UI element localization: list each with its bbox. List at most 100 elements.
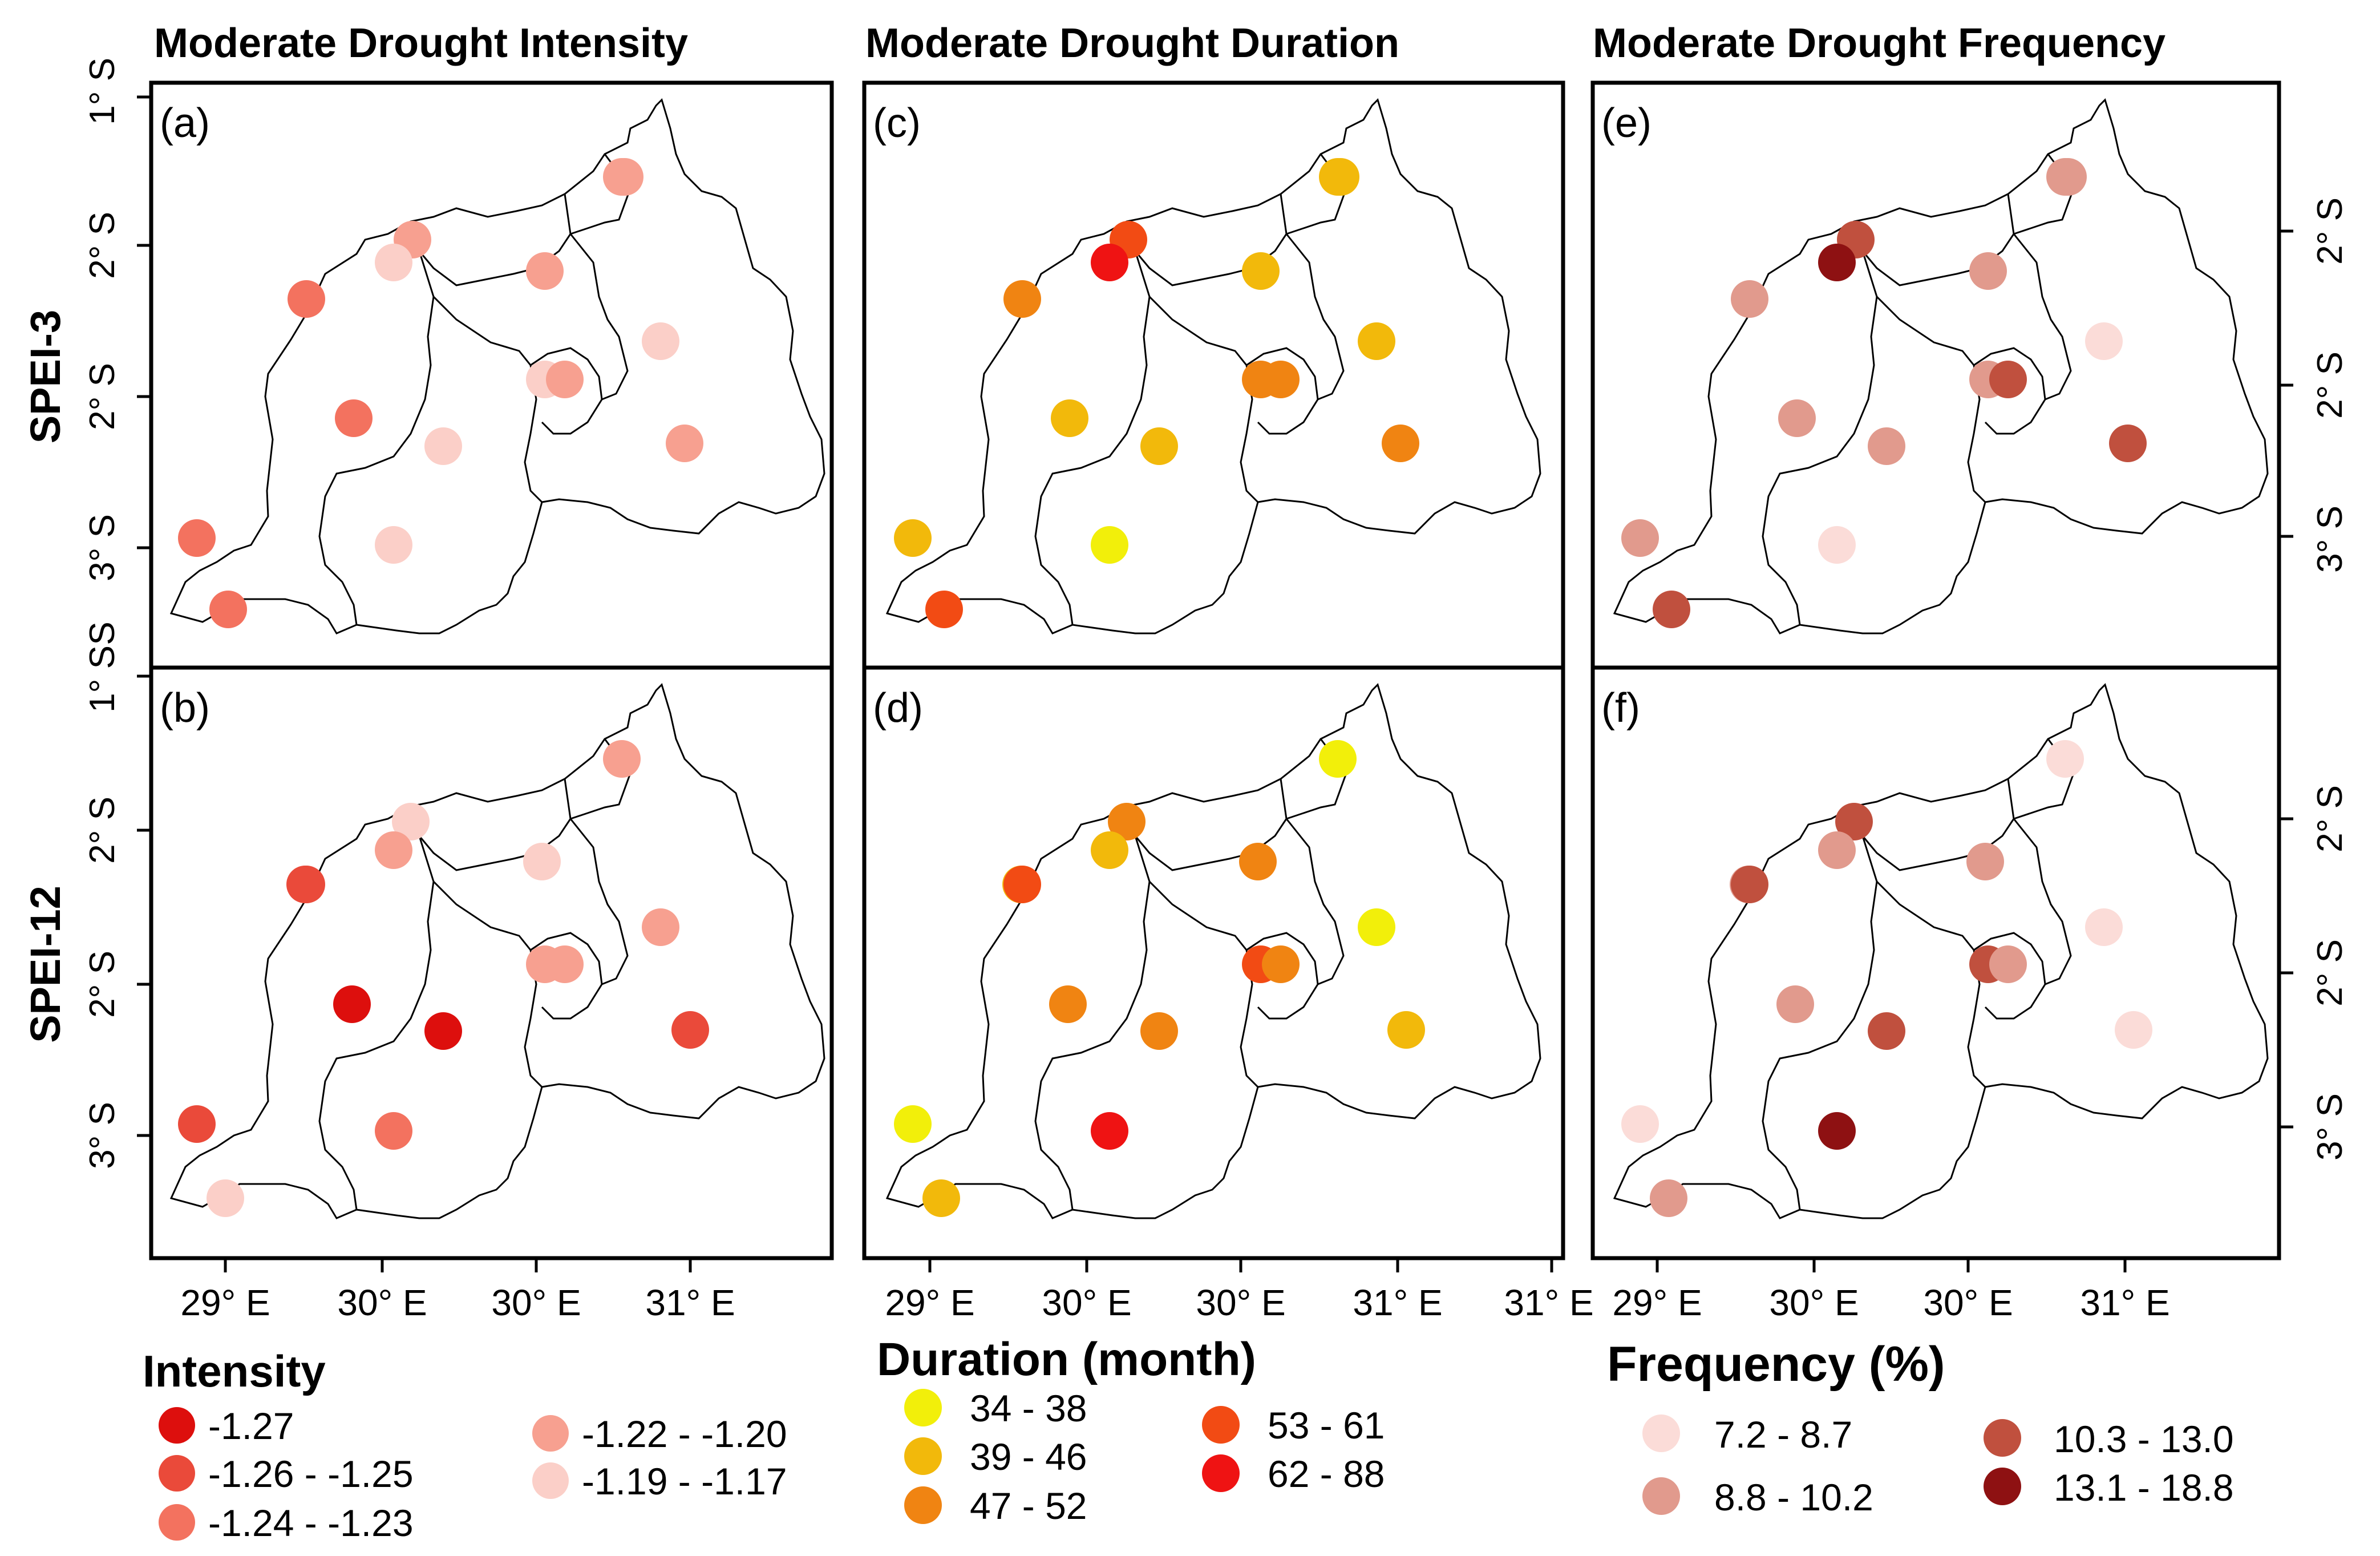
lat-label: 2° S xyxy=(83,212,122,279)
station-marker xyxy=(392,803,430,840)
province-boundary xyxy=(318,250,435,625)
province-boundary xyxy=(530,347,603,435)
station-marker xyxy=(642,908,679,946)
duration-legend-swatch-2 xyxy=(904,1437,942,1475)
province-boundary xyxy=(530,932,603,1020)
station-marker xyxy=(546,361,584,398)
station-marker xyxy=(2046,158,2084,196)
station-marker xyxy=(1242,252,1280,290)
province-boundary xyxy=(410,193,572,286)
station-marker xyxy=(1091,831,1128,869)
lon-label: 30° E xyxy=(1769,1282,1859,1323)
intensity-legend-label-5: -1.19 - -1.17 xyxy=(582,1460,787,1502)
border-path xyxy=(885,683,1541,1219)
map-panel-c: (c) xyxy=(862,80,1565,670)
province-boundary xyxy=(1034,835,1151,1210)
frequency-legend-label-2: 8.8 - 10.2 xyxy=(1714,1476,1873,1518)
station-marker xyxy=(894,519,932,557)
right-lat-ticks xyxy=(2279,229,2293,1129)
border-path xyxy=(885,98,1541,634)
panel-label: (a) xyxy=(160,100,210,146)
duration-legend-swatch-3 xyxy=(904,1486,942,1524)
province-boundary xyxy=(1148,296,1259,503)
legends: Intensity Duration (month) Frequency (%)… xyxy=(143,1333,2234,1544)
station-marker xyxy=(1835,803,1873,840)
station-marker xyxy=(1091,526,1128,564)
frequency-legend-swatch-1 xyxy=(1642,1414,1680,1452)
panel-label: (e) xyxy=(1601,100,1652,146)
panel-frame xyxy=(149,665,834,1260)
station-marker xyxy=(671,1011,709,1049)
province-boundary xyxy=(410,778,572,871)
station-marker xyxy=(178,519,216,557)
province-boundary xyxy=(432,296,543,503)
intensity-legend-label-2: -1.26 - -1.25 xyxy=(208,1453,414,1495)
lon-label: 30° E xyxy=(1042,1282,1131,1323)
station-marker xyxy=(1868,1012,1905,1050)
station-marker xyxy=(1868,427,1905,465)
border-path xyxy=(169,683,825,1219)
lon-label: 30° E xyxy=(491,1282,581,1323)
province-boundary xyxy=(1973,932,2046,1020)
province-boundary xyxy=(1973,347,2046,435)
station-marker xyxy=(1989,945,2027,983)
lon-label: 30° E xyxy=(1196,1282,1285,1323)
map-panel-d: (d) xyxy=(862,665,1565,1260)
country-outline xyxy=(169,683,825,1219)
station-marker xyxy=(1140,427,1178,465)
province-boundary xyxy=(1246,347,1319,435)
station-marker xyxy=(335,399,373,437)
intensity-legend-label-3: -1.24 - -1.23 xyxy=(208,1502,414,1544)
map-panels: (a) (b) (c) (d) (e) (f) xyxy=(149,80,2281,1260)
station-marker xyxy=(922,1179,960,1217)
station-marker xyxy=(1621,1105,1659,1143)
duration-legend-label-4: 53 - 61 xyxy=(1268,1404,1385,1446)
province-boundary xyxy=(1762,835,1878,1210)
intensity-legend-swatch-1 xyxy=(159,1407,195,1444)
station-marker xyxy=(603,158,641,196)
station-marker xyxy=(1239,843,1277,880)
frequency-legend-swatch-2 xyxy=(1642,1477,1680,1515)
lat-label: 2° S xyxy=(83,797,122,864)
panel-frame xyxy=(1590,665,2281,1260)
country-outline xyxy=(1613,683,2269,1219)
lon-label: 30° E xyxy=(1923,1282,2013,1323)
station-marker xyxy=(178,1105,216,1143)
station-marker xyxy=(207,1179,244,1217)
province-boundary xyxy=(1762,250,1878,625)
panel-frame xyxy=(149,80,834,670)
station-marker xyxy=(1358,322,1395,360)
station-marker xyxy=(375,831,412,869)
lat-label: 3° S xyxy=(83,514,122,581)
station-marker xyxy=(375,526,412,564)
station-marker xyxy=(375,1112,412,1150)
frequency-legend-label-3: 10.3 - 13.0 xyxy=(2054,1418,2234,1460)
lat-label: 1° S xyxy=(83,58,122,125)
intensity-legend-label-1: -1.27 xyxy=(208,1405,294,1447)
station-marker xyxy=(2046,740,2084,778)
province-boundary xyxy=(569,233,629,401)
station-marker xyxy=(333,985,371,1023)
station-marker xyxy=(1653,591,1690,628)
station-marker xyxy=(1778,399,1816,437)
province-boundary xyxy=(1246,932,1319,1020)
station-marker xyxy=(2085,908,2123,946)
border-path xyxy=(169,98,825,634)
station-marker xyxy=(1049,985,1087,1023)
station-marker xyxy=(546,945,584,983)
frequency-legend-swatch-4 xyxy=(1984,1468,2021,1505)
intensity-legend-label-4: -1.22 - -1.20 xyxy=(582,1413,787,1455)
station-marker xyxy=(523,843,561,880)
col-title-frequency: Moderate Drought Frequency xyxy=(1593,21,2166,66)
province-boundary xyxy=(1876,296,1986,503)
country-outline xyxy=(1613,98,2269,634)
intensity-legend-swatch-5 xyxy=(532,1462,569,1499)
station-marker xyxy=(1818,244,1856,281)
station-marker xyxy=(1818,526,1856,564)
station-marker xyxy=(2109,425,2147,462)
panel-label: (f) xyxy=(1601,685,1640,731)
station-marker xyxy=(1262,361,1300,398)
province-boundary xyxy=(1034,250,1151,625)
station-marker xyxy=(1818,831,1856,869)
lon-label: 31° E xyxy=(645,1282,735,1323)
